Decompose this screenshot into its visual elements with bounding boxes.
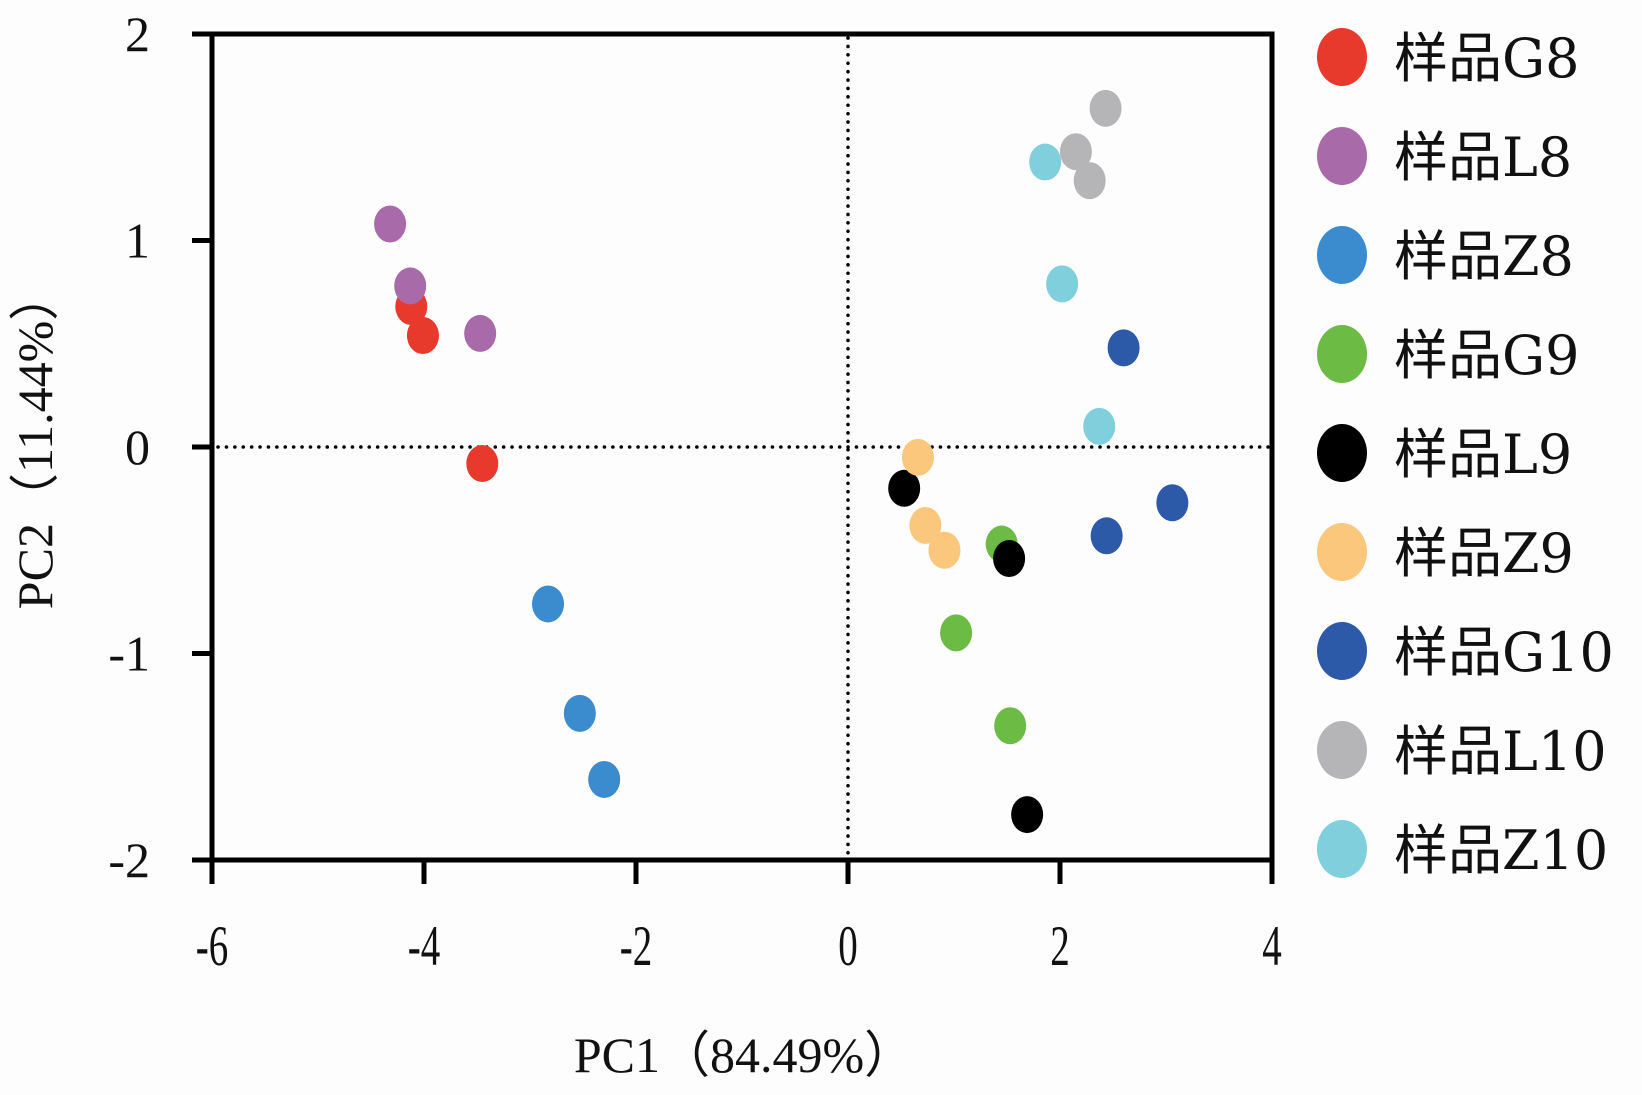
legend-marker [1317, 721, 1367, 779]
legend-marker [1317, 820, 1367, 878]
x-tick-label: -2 [620, 914, 652, 978]
x-tick-label: 2 [1050, 914, 1069, 978]
axes: -6 -4 -2 0 2 4 -2 -1 0 1 2 [108, 6, 1281, 978]
legend-marker [1317, 424, 1367, 482]
data-point [928, 531, 961, 569]
data-points [374, 89, 1189, 834]
legend-item: 样品L9 [1317, 423, 1572, 486]
x-tick-label: -4 [408, 914, 440, 978]
data-point [394, 267, 427, 305]
data-point [406, 316, 439, 354]
data-point [1083, 407, 1116, 445]
data-point [993, 540, 1026, 578]
data-point [1046, 265, 1079, 303]
legend-label: 样品G10 [1394, 621, 1614, 684]
legend-label: 样品Z8 [1394, 225, 1574, 288]
data-point [464, 314, 497, 352]
data-point [1107, 329, 1140, 367]
y-tick-label: -2 [108, 832, 150, 888]
y-axis-title: PC2（11.44%） [7, 271, 63, 609]
data-point [466, 445, 499, 483]
legend-item: 样品G8 [1317, 27, 1580, 90]
legend-item: 样品G10 [1317, 621, 1614, 684]
data-point [940, 614, 973, 652]
data-point [994, 707, 1027, 745]
legend: 样品G8 样品L8 样品Z8 样品G9 样品L9 样品Z9 样品G10 样品L10 样品Z10 [1317, 27, 1614, 882]
data-point [532, 585, 565, 623]
x-tick-label: 0 [838, 914, 857, 978]
data-point [888, 469, 921, 507]
y-tick-label: 2 [125, 6, 150, 62]
legend-item: 样品L8 [1317, 126, 1572, 189]
legend-item: 样品L10 [1317, 720, 1607, 783]
legend-item: 样品G9 [1317, 324, 1580, 387]
legend-marker [1317, 127, 1367, 185]
data-point [1073, 162, 1106, 200]
data-point [588, 760, 621, 798]
x-tick-label: 4 [1262, 914, 1281, 978]
legend-label: 样品L8 [1394, 126, 1572, 189]
data-point [374, 205, 407, 243]
legend-marker [1317, 622, 1367, 680]
data-point [909, 506, 942, 544]
legend-item: 样品Z9 [1317, 522, 1574, 585]
legend-marker [1317, 226, 1367, 284]
legend-marker [1317, 325, 1367, 383]
data-point [563, 694, 596, 732]
legend-label: 样品Z9 [1394, 522, 1574, 585]
legend-label: 样品L9 [1394, 423, 1572, 486]
legend-item: 样品Z8 [1317, 225, 1574, 288]
data-point [1089, 89, 1122, 127]
y-tick-label: -1 [108, 626, 150, 682]
legend-label: 样品G9 [1394, 324, 1580, 387]
x-axis-title: PC1（84.49%） [574, 1027, 914, 1083]
y-tick-label: 0 [125, 419, 150, 475]
legend-label: 样品G8 [1394, 27, 1580, 90]
data-point [1011, 796, 1044, 834]
data-point [901, 438, 934, 476]
plot-area [216, 36, 1274, 862]
x-tick-label: -6 [196, 914, 228, 978]
legend-marker [1317, 523, 1367, 581]
data-point [1059, 133, 1092, 171]
data-point [1090, 517, 1123, 555]
legend-label: 样品Z10 [1394, 819, 1608, 882]
legend-marker [1317, 28, 1367, 86]
legend-label: 样品L10 [1394, 720, 1607, 783]
y-tick-label: 1 [125, 213, 150, 269]
data-point [1029, 143, 1062, 181]
data-point [1156, 484, 1189, 522]
legend-item: 样品Z10 [1317, 819, 1608, 882]
